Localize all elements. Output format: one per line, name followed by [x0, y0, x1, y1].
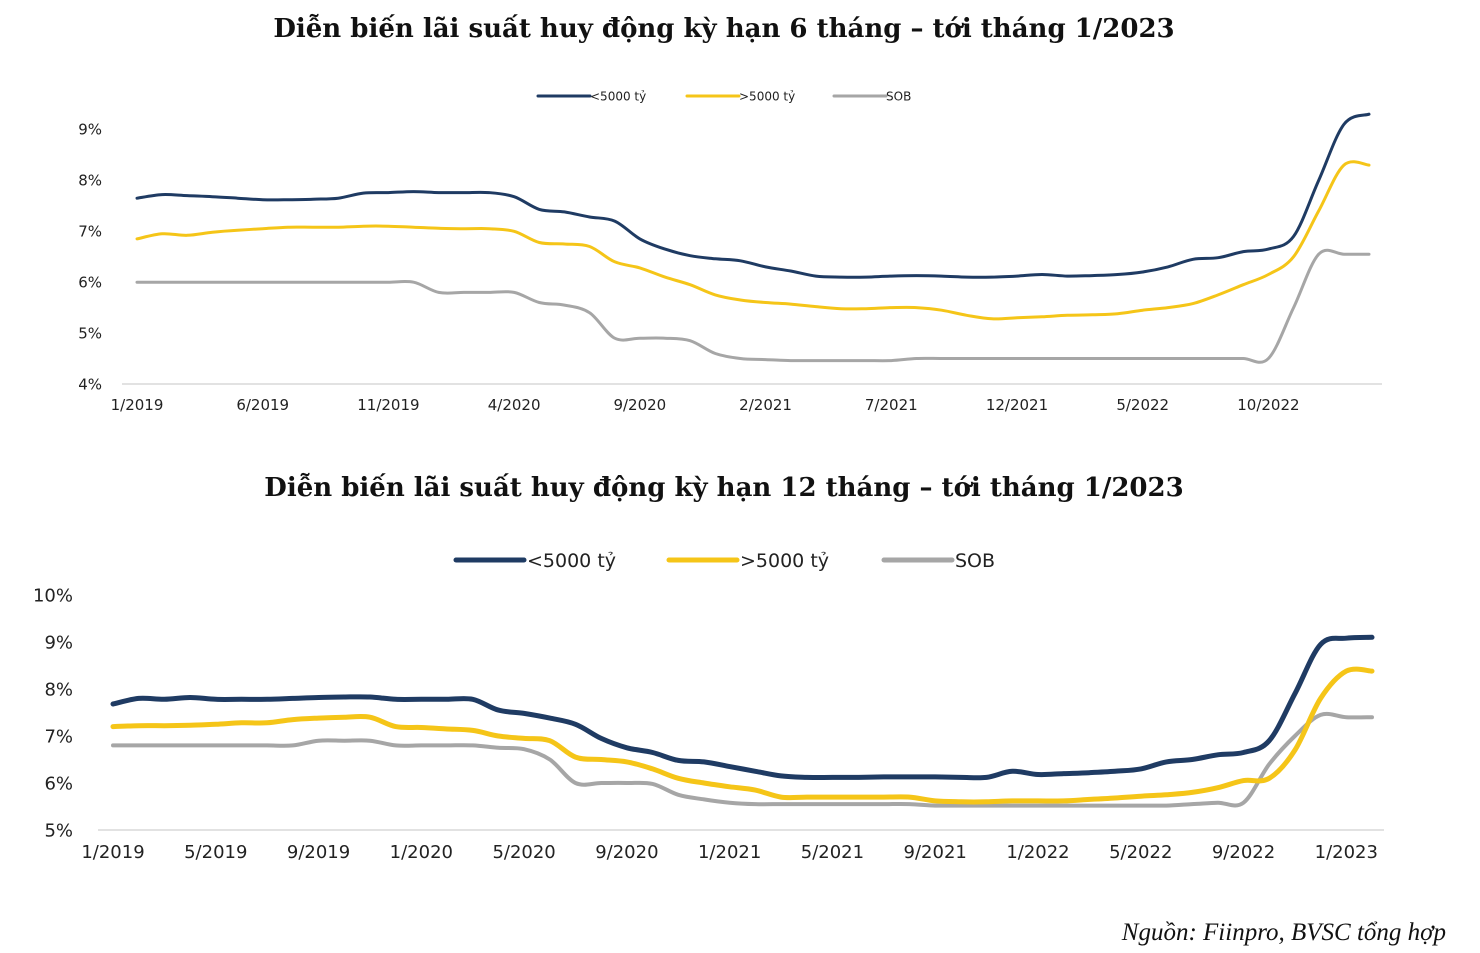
series-large-banks-legend-label: >5000 tỷ: [739, 89, 795, 103]
series-sob-legend-label: SOB: [955, 550, 995, 572]
x-tick-label: 1/2020: [390, 842, 453, 863]
legend: <5000 tỷ >5000 tỷ SOB: [453, 550, 995, 572]
y-tick-label: 7%: [44, 726, 73, 747]
x-tick-label: 7/2021: [865, 396, 918, 414]
y-tick-label: 5%: [78, 324, 102, 342]
x-tick-label: 5/2021: [801, 842, 864, 863]
x-tick-label: 9/2021: [904, 842, 967, 863]
x-tick-label: 4/2020: [488, 396, 541, 414]
series-small-banks-line: [110, 634, 1375, 781]
y-tick-label: 8%: [78, 172, 102, 190]
chart-title: Diễn biến lãi suất huy động kỳ hạn 12 th…: [264, 472, 1183, 503]
x-tick-label: 1/2023: [1315, 842, 1378, 863]
y-tick-label: 6%: [44, 773, 73, 794]
x-tick-label: 10/2022: [1237, 396, 1299, 414]
x-tick-label: 12/2021: [986, 396, 1048, 414]
x-tick-label: 1/2022: [1006, 842, 1069, 863]
series-large-banks-line: [135, 160, 1371, 321]
x-tick-label: 9/2022: [1212, 842, 1275, 863]
y-tick-label: 8%: [44, 679, 73, 700]
chart-title: Diễn biến lãi suất huy động kỳ hạn 6 thá…: [273, 13, 1174, 44]
plot-area: 5% 6% 7% 8% 9% 10% 1/2019 5/2019 9/2019 1/2020 5/2…: [33, 585, 1384, 863]
x-tick-label: 5/2020: [492, 842, 555, 863]
series-sob-legend-label: SOB: [886, 89, 911, 103]
series-large-banks-legend-label: >5000 tỷ: [740, 550, 829, 572]
y-tick-label: 9%: [78, 121, 102, 139]
x-tick-label: 1/2019: [81, 842, 144, 863]
series-sob-line: [135, 248, 1371, 364]
chart-6-month: Diễn biến lãi suất huy động kỳ hạn 6 thá…: [78, 13, 1382, 414]
x-tick-label: 9/2020: [613, 396, 666, 414]
series-large-banks-line: [110, 666, 1375, 805]
y-tick-label: 6%: [78, 273, 102, 291]
x-tick-label: 1/2019: [111, 396, 164, 414]
chart-12-month: Diễn biến lãi suất huy động kỳ hạn 12 th…: [33, 472, 1384, 863]
x-tick-label: 5/2022: [1109, 842, 1172, 863]
series-small-banks-legend-label: <5000 tỷ: [527, 550, 616, 572]
y-tick-label: 9%: [44, 632, 73, 653]
x-tick-label: 1/2021: [698, 842, 761, 863]
series-small-banks-line: [135, 112, 1371, 279]
y-tick-label: 5%: [44, 820, 73, 841]
x-tick-label: 6/2019: [236, 396, 289, 414]
x-tick-label: 5/2019: [184, 842, 247, 863]
y-tick-label: 4%: [78, 375, 102, 393]
legend: <5000 tỷ >5000 tỷ SOB: [536, 89, 911, 103]
source-note: Nguồn: Fiinpro, BVSC tổng hợp: [1121, 919, 1446, 946]
y-tick-label: 7%: [78, 223, 102, 241]
x-tick-label: 11/2019: [357, 396, 419, 414]
plot-area: 4% 5% 6% 7% 8% 9% 1/2019 6/2019 11/2019 4/2020 9/2…: [78, 112, 1382, 414]
x-tick-label: 2/2021: [739, 396, 792, 414]
x-tick-label: 5/2022: [1116, 396, 1169, 414]
series-small-banks-legend-label: <5000 tỷ: [590, 89, 646, 103]
x-tick-label: 9/2020: [595, 842, 658, 863]
y-tick-label: 10%: [33, 585, 73, 606]
x-tick-label: 9/2019: [287, 842, 350, 863]
series-sob-line: [111, 711, 1374, 808]
